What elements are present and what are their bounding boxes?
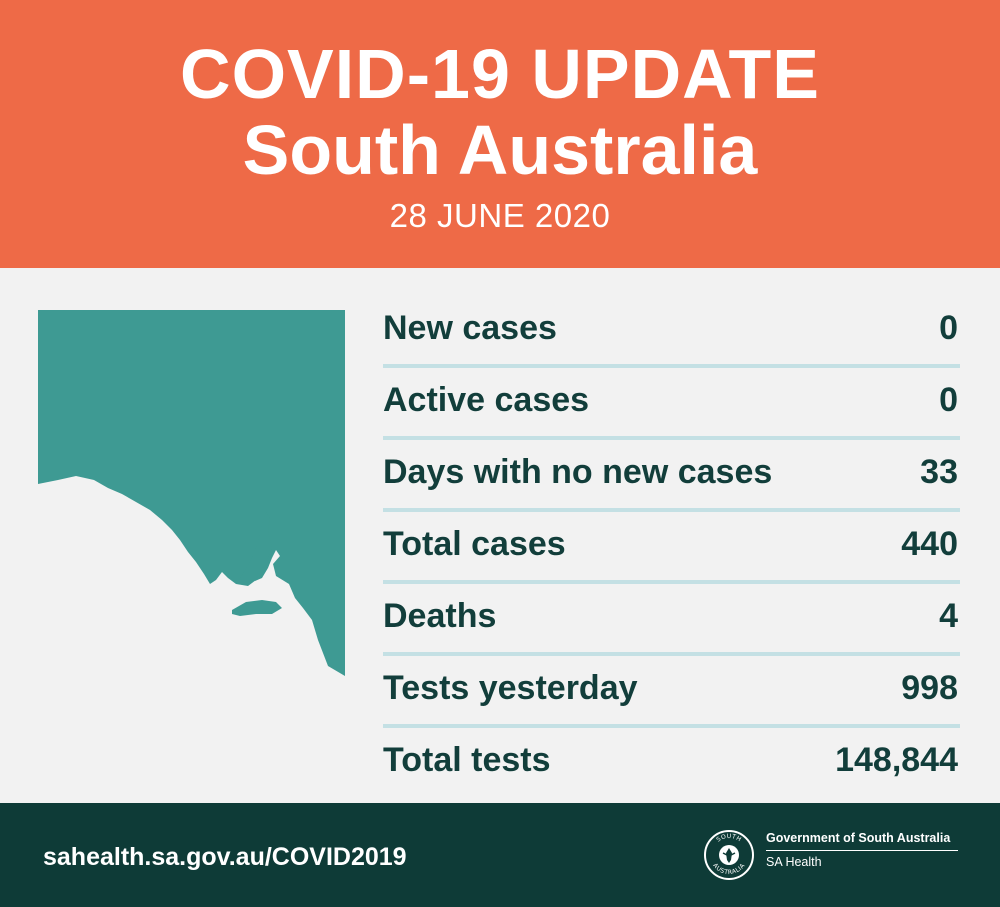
stat-value: 0: [939, 381, 958, 419]
content-area: New cases 0 Active cases 0 Days with no …: [0, 268, 1000, 803]
stat-value: 998: [901, 669, 958, 707]
stat-row-days-no-new-cases: Days with no new cases 33: [383, 440, 960, 512]
stat-label: New cases: [383, 309, 557, 347]
stat-row-active-cases: Active cases 0: [383, 368, 960, 440]
stat-value: 148,844: [835, 741, 958, 779]
stat-label: Active cases: [383, 381, 590, 419]
stat-value: 33: [920, 453, 958, 491]
svg-text:SOUTH: SOUTH: [715, 833, 742, 844]
state-crest-icon: SOUTH AUSTRALIA: [704, 830, 754, 880]
crest-text-top: SOUTH: [715, 833, 742, 844]
government-name: Government of South Australia: [766, 830, 958, 851]
stat-row-total-tests: Total tests 148,844: [383, 728, 960, 800]
stat-value: 440: [901, 525, 958, 563]
stat-label: Total tests: [383, 741, 551, 779]
footer-bar: sahealth.sa.gov.au/COVID2019 SOUTH AUSTR…: [0, 803, 1000, 907]
page-subtitle: South Australia: [242, 111, 758, 189]
update-date: 28 JUNE 2020: [389, 197, 611, 234]
stat-label: Tests yesterday: [383, 669, 638, 707]
stat-value: 0: [939, 309, 958, 347]
stats-list: New cases 0 Active cases 0 Days with no …: [383, 296, 960, 800]
stat-label: Days with no new cases: [383, 453, 773, 491]
stat-row-deaths: Deaths 4: [383, 584, 960, 656]
stat-label: Total cases: [383, 525, 566, 563]
website-link[interactable]: sahealth.sa.gov.au/COVID2019: [43, 843, 407, 871]
page-title: COVID-19 UPDATE: [180, 35, 820, 113]
stat-row-tests-yesterday: Tests yesterday 998: [383, 656, 960, 728]
government-branding: Government of South Australia SA Health: [766, 830, 958, 870]
stat-row-total-cases: Total cases 440: [383, 512, 960, 584]
header-banner: COVID-19 UPDATE South Australia 28 JUNE …: [0, 0, 1000, 268]
south-australia-map-icon: [38, 310, 345, 676]
stat-value: 4: [939, 597, 958, 635]
stat-label: Deaths: [383, 597, 497, 635]
stat-row-new-cases: New cases 0: [383, 296, 960, 368]
department-name: SA Health: [766, 855, 822, 869]
